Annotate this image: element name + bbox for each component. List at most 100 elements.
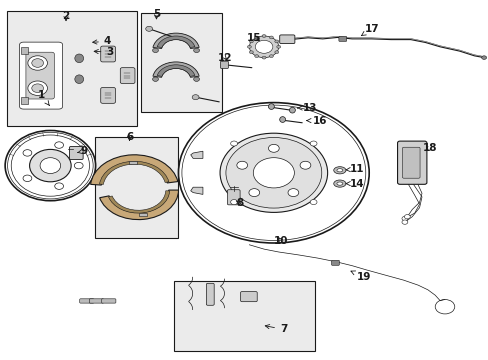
Text: 13: 13 xyxy=(297,103,317,113)
Circle shape xyxy=(220,133,327,212)
Text: 18: 18 xyxy=(422,143,437,153)
Circle shape xyxy=(249,40,253,43)
Circle shape xyxy=(276,45,280,48)
Polygon shape xyxy=(190,187,203,194)
Circle shape xyxy=(254,55,258,58)
FancyBboxPatch shape xyxy=(220,61,228,68)
Circle shape xyxy=(225,138,321,208)
Circle shape xyxy=(255,40,272,53)
FancyBboxPatch shape xyxy=(101,46,115,62)
Text: 17: 17 xyxy=(361,24,378,36)
Bar xyxy=(95,137,178,238)
Circle shape xyxy=(152,48,158,53)
FancyBboxPatch shape xyxy=(331,260,339,265)
FancyBboxPatch shape xyxy=(20,42,62,109)
Ellipse shape xyxy=(289,107,295,113)
Wedge shape xyxy=(100,161,168,184)
Wedge shape xyxy=(157,36,195,48)
Ellipse shape xyxy=(333,167,346,174)
Text: 1: 1 xyxy=(38,90,49,105)
Circle shape xyxy=(28,56,47,70)
Circle shape xyxy=(262,56,265,59)
Polygon shape xyxy=(190,151,203,158)
FancyBboxPatch shape xyxy=(80,299,94,303)
Circle shape xyxy=(401,220,407,224)
Circle shape xyxy=(28,81,47,95)
Text: 4: 4 xyxy=(93,36,111,46)
Text: 12: 12 xyxy=(217,53,232,63)
Text: 6: 6 xyxy=(126,132,133,142)
FancyBboxPatch shape xyxy=(338,36,346,41)
Bar xyxy=(7,11,137,126)
Ellipse shape xyxy=(268,104,274,109)
Text: 3: 3 xyxy=(94,47,113,57)
Circle shape xyxy=(269,55,273,58)
Circle shape xyxy=(55,183,63,189)
Text: 5: 5 xyxy=(153,9,160,19)
Circle shape xyxy=(481,56,486,59)
Bar xyxy=(20,97,28,104)
Circle shape xyxy=(32,59,43,67)
Circle shape xyxy=(193,77,199,81)
Text: 11: 11 xyxy=(346,164,364,174)
Circle shape xyxy=(274,40,278,43)
Ellipse shape xyxy=(333,180,346,187)
Circle shape xyxy=(230,199,237,204)
Circle shape xyxy=(274,51,278,54)
Ellipse shape xyxy=(75,54,83,63)
Text: 19: 19 xyxy=(350,271,371,282)
Circle shape xyxy=(309,199,316,204)
Ellipse shape xyxy=(29,149,71,182)
Ellipse shape xyxy=(5,131,95,201)
FancyBboxPatch shape xyxy=(102,299,116,303)
FancyBboxPatch shape xyxy=(120,68,135,84)
Ellipse shape xyxy=(75,75,83,84)
Circle shape xyxy=(262,35,265,37)
FancyBboxPatch shape xyxy=(69,147,83,159)
Circle shape xyxy=(404,215,409,219)
Circle shape xyxy=(55,142,63,148)
Circle shape xyxy=(247,45,251,48)
FancyBboxPatch shape xyxy=(101,87,115,103)
Circle shape xyxy=(23,150,32,156)
FancyBboxPatch shape xyxy=(26,52,54,99)
Circle shape xyxy=(401,216,407,221)
FancyBboxPatch shape xyxy=(397,141,426,184)
FancyBboxPatch shape xyxy=(227,190,240,205)
Circle shape xyxy=(249,36,278,58)
Circle shape xyxy=(287,189,298,197)
Ellipse shape xyxy=(336,168,342,172)
Text: 9: 9 xyxy=(78,146,87,156)
Circle shape xyxy=(309,141,316,146)
Bar xyxy=(141,13,221,112)
Circle shape xyxy=(192,95,199,100)
Wedge shape xyxy=(100,190,178,220)
Ellipse shape xyxy=(11,135,89,196)
Ellipse shape xyxy=(40,158,61,174)
Wedge shape xyxy=(157,65,195,76)
Circle shape xyxy=(193,48,199,53)
Bar xyxy=(139,213,146,216)
Ellipse shape xyxy=(336,182,342,185)
Bar xyxy=(129,161,137,164)
Bar xyxy=(173,281,315,351)
Ellipse shape xyxy=(279,117,285,122)
Wedge shape xyxy=(108,191,169,213)
Circle shape xyxy=(152,77,158,81)
Circle shape xyxy=(268,144,279,152)
Circle shape xyxy=(236,161,247,169)
Text: 10: 10 xyxy=(273,236,288,246)
FancyBboxPatch shape xyxy=(206,283,214,305)
Text: 15: 15 xyxy=(246,33,261,43)
Circle shape xyxy=(74,162,83,169)
Circle shape xyxy=(253,158,294,188)
Wedge shape xyxy=(90,155,178,185)
Circle shape xyxy=(23,175,32,181)
Text: 2: 2 xyxy=(62,11,69,21)
Circle shape xyxy=(178,103,368,243)
Circle shape xyxy=(145,26,152,31)
Wedge shape xyxy=(153,33,199,49)
Bar xyxy=(20,47,28,54)
Text: 16: 16 xyxy=(306,116,327,126)
FancyBboxPatch shape xyxy=(279,35,294,44)
